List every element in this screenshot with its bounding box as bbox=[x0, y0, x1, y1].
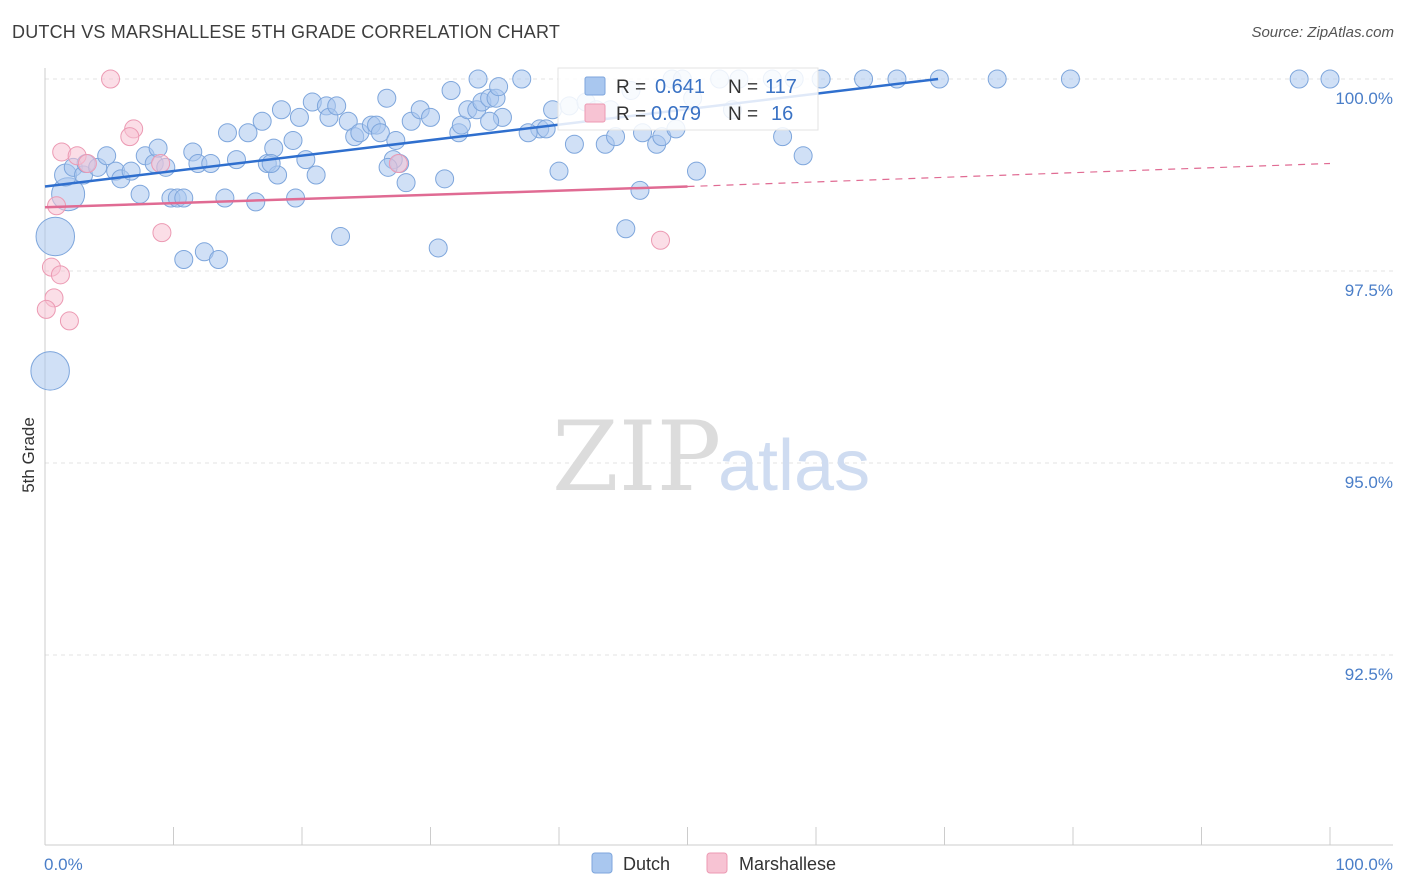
watermark-atlas: atlas bbox=[718, 426, 870, 506]
data-point bbox=[226, 150, 246, 170]
data-point bbox=[651, 230, 671, 250]
data-point bbox=[854, 69, 874, 89]
x-tick-label-min: 0.0% bbox=[44, 855, 83, 874]
data-point bbox=[201, 153, 221, 173]
bottom-legend-marshallese-swatch bbox=[706, 852, 728, 874]
data-point bbox=[512, 69, 532, 89]
data-point bbox=[130, 184, 150, 204]
data-point bbox=[428, 238, 448, 258]
data-point bbox=[489, 77, 509, 97]
data-point bbox=[289, 107, 309, 127]
y-tick-labels: 92.5% 95.0% 97.5% 100.0% bbox=[1335, 89, 1393, 684]
data-point bbox=[396, 173, 416, 193]
correlation-legend: R = 0.641 N = 117 R = 0.079 N = 16 bbox=[557, 67, 819, 131]
data-point bbox=[151, 153, 171, 173]
marshallese-trend-extension bbox=[687, 162, 1331, 188]
data-point bbox=[793, 146, 813, 166]
data-point bbox=[549, 161, 569, 181]
legend-marshallese-r-label: R = bbox=[616, 104, 646, 125]
data-point bbox=[306, 165, 326, 185]
data-point bbox=[441, 81, 461, 101]
data-point bbox=[388, 153, 408, 173]
data-point bbox=[987, 69, 1007, 89]
data-point bbox=[101, 69, 121, 89]
data-point bbox=[421, 107, 440, 127]
data-point bbox=[630, 180, 650, 200]
y-tick-label: 95.0% bbox=[1345, 473, 1393, 492]
data-point bbox=[564, 134, 584, 154]
y-tick-label: 97.5% bbox=[1345, 281, 1393, 300]
data-point bbox=[283, 130, 303, 150]
watermark-zip: ZIP bbox=[552, 401, 721, 513]
data-point bbox=[1320, 69, 1340, 89]
data-point bbox=[616, 219, 636, 239]
marshallese-trend-line bbox=[44, 185, 688, 209]
legend-marshallese-n-label: N = bbox=[728, 104, 758, 125]
marshallese-series bbox=[36, 69, 671, 331]
data-point bbox=[152, 223, 172, 243]
data-point bbox=[1289, 69, 1309, 89]
data-point bbox=[36, 299, 56, 319]
data-point bbox=[217, 123, 237, 143]
data-point bbox=[370, 123, 390, 143]
legend-marshallese-r-value: 0.079 bbox=[651, 103, 701, 125]
data-point bbox=[480, 111, 500, 131]
data-point bbox=[30, 351, 70, 391]
grid-lines bbox=[45, 78, 1393, 656]
data-point bbox=[386, 130, 406, 150]
y-axis-label: 5th Grade bbox=[19, 417, 38, 493]
chart-title: DUTCH VS MARSHALLESE 5TH GRADE CORRELATI… bbox=[12, 22, 561, 42]
data-point bbox=[686, 161, 706, 181]
data-point bbox=[377, 88, 397, 108]
data-point bbox=[174, 188, 194, 208]
data-point bbox=[252, 111, 272, 131]
data-point bbox=[120, 127, 140, 147]
legend-dutch-n-label: N = bbox=[728, 77, 758, 98]
data-point bbox=[271, 100, 291, 120]
data-point bbox=[1060, 69, 1080, 89]
data-point bbox=[435, 169, 455, 189]
y-tick-label: 92.5% bbox=[1345, 665, 1393, 684]
data-point bbox=[174, 249, 194, 269]
watermark: ZIP atlas bbox=[552, 401, 870, 513]
data-point bbox=[327, 96, 347, 116]
legend-dutch-swatch bbox=[584, 76, 606, 96]
data-point bbox=[35, 216, 76, 257]
data-point bbox=[208, 249, 228, 269]
series-legend: Dutch Marshallese bbox=[591, 852, 836, 874]
legend-marshallese-swatch bbox=[584, 103, 606, 123]
data-point bbox=[261, 153, 281, 173]
axes bbox=[44, 68, 1393, 846]
data-point bbox=[77, 153, 97, 173]
bottom-legend-dutch-label: Dutch bbox=[623, 854, 670, 874]
source-label: Source: ZipAtlas.com bbox=[1251, 24, 1394, 41]
legend-dutch-r-label: R = bbox=[616, 77, 646, 98]
data-point bbox=[97, 146, 117, 166]
x-tick-label-max: 100.0% bbox=[1335, 855, 1393, 874]
legend-dutch-r-value: 0.641 bbox=[655, 76, 705, 98]
legend-marshallese-n-value: 16 bbox=[771, 103, 793, 125]
legend-dutch-n-value: 117 bbox=[765, 76, 797, 98]
data-point bbox=[215, 188, 235, 208]
y-tick-label: 100.0% bbox=[1335, 89, 1393, 108]
data-point bbox=[59, 311, 79, 331]
data-point bbox=[238, 123, 258, 143]
data-point bbox=[331, 226, 351, 246]
bottom-legend-marshallese-label: Marshallese bbox=[739, 854, 836, 874]
data-point bbox=[50, 265, 70, 285]
data-point bbox=[468, 69, 488, 89]
data-point bbox=[536, 119, 556, 139]
bottom-legend-dutch-swatch bbox=[591, 852, 613, 874]
